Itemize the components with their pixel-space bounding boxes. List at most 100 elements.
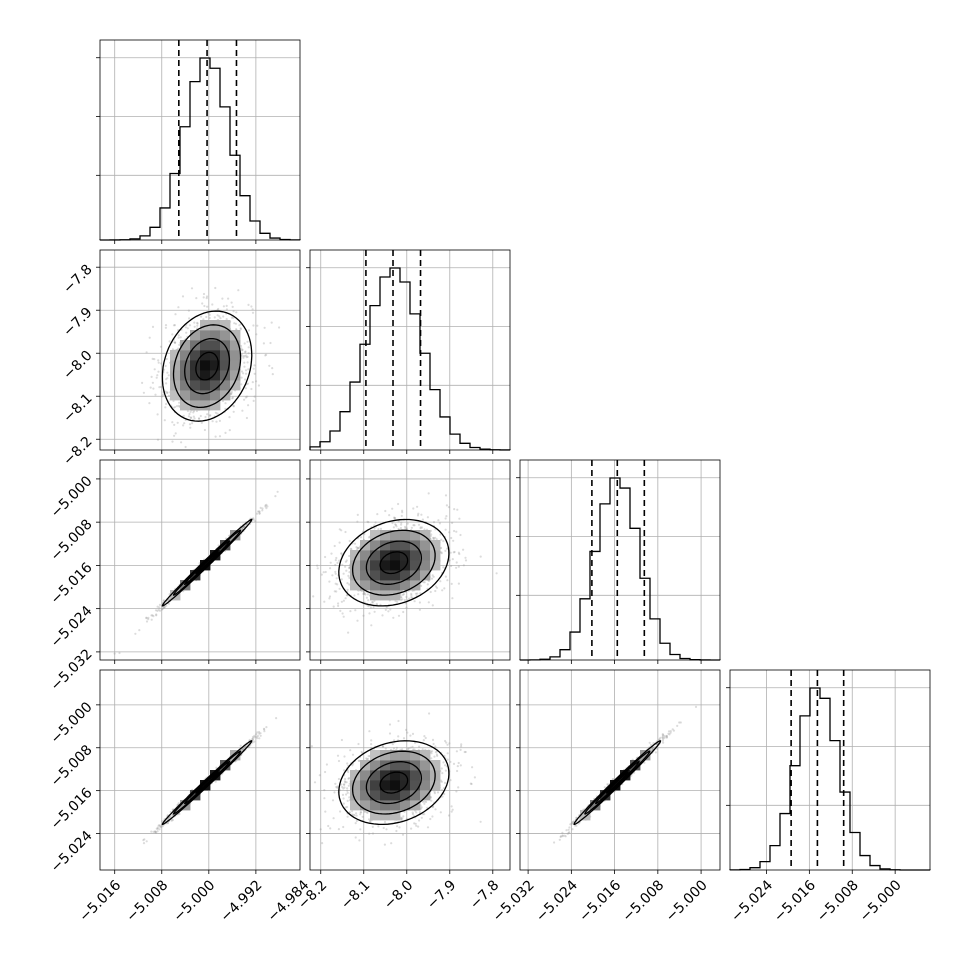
sample-point bbox=[160, 395, 163, 398]
sample-point bbox=[347, 631, 350, 634]
sample-point bbox=[399, 526, 402, 530]
density-cell bbox=[400, 580, 411, 591]
sample-point bbox=[271, 367, 274, 370]
sample-point bbox=[341, 793, 345, 797]
sample-point bbox=[342, 615, 345, 618]
sample-point bbox=[256, 737, 259, 740]
density-cell bbox=[420, 570, 431, 581]
sample-point bbox=[186, 327, 189, 330]
density-cell bbox=[200, 380, 211, 391]
sample-point bbox=[255, 735, 258, 738]
sample-point bbox=[211, 420, 214, 423]
contour-3-0-0 bbox=[194, 771, 220, 794]
sample-point bbox=[171, 333, 174, 336]
sample-point bbox=[145, 616, 148, 619]
scatter-panel-2-0 bbox=[96, 459, 301, 664]
sample-point bbox=[393, 517, 396, 520]
sample-point bbox=[323, 797, 326, 800]
sample-point bbox=[434, 536, 437, 539]
sample-point bbox=[313, 781, 317, 784]
sample-point bbox=[391, 743, 394, 746]
density-cells bbox=[350, 530, 441, 601]
sample-point bbox=[391, 507, 394, 510]
sample-point bbox=[410, 594, 413, 597]
sample-point bbox=[360, 750, 363, 754]
sample-point bbox=[193, 321, 196, 324]
sample-point bbox=[165, 604, 168, 607]
sample-point bbox=[182, 414, 185, 417]
sample-point bbox=[242, 525, 245, 529]
sample-point bbox=[379, 527, 383, 531]
sample-point bbox=[421, 526, 424, 529]
sample-point bbox=[417, 523, 421, 526]
contour-1-0-3 bbox=[161, 310, 253, 422]
contour-1-0-1 bbox=[184, 337, 231, 395]
sample-point bbox=[231, 396, 234, 399]
sample-point bbox=[214, 286, 217, 290]
sample-point bbox=[177, 334, 180, 337]
sample-point bbox=[244, 745, 247, 748]
sample-point bbox=[255, 333, 258, 336]
sample-point bbox=[350, 548, 353, 551]
sample-point bbox=[191, 422, 194, 425]
sample-point bbox=[202, 296, 205, 299]
sample-point bbox=[262, 342, 265, 345]
sample-point bbox=[264, 505, 267, 508]
sample-point bbox=[157, 824, 160, 827]
sample-point bbox=[446, 547, 449, 550]
density-cell bbox=[390, 530, 401, 541]
sample-point bbox=[184, 445, 187, 449]
sample-point bbox=[246, 361, 249, 364]
sample-point bbox=[345, 559, 348, 562]
density-cell bbox=[180, 390, 191, 401]
sample-point bbox=[387, 610, 390, 613]
sample-point bbox=[205, 297, 208, 300]
sample-point bbox=[340, 578, 343, 581]
sample-point bbox=[348, 567, 351, 570]
sample-point bbox=[158, 824, 161, 827]
density-cell bbox=[230, 330, 241, 341]
density-cell bbox=[360, 560, 371, 571]
density-cell bbox=[370, 570, 381, 581]
sample-point bbox=[337, 759, 341, 763]
sample-point bbox=[218, 435, 222, 438]
sample-point bbox=[254, 520, 257, 523]
sample-point bbox=[142, 391, 145, 394]
sample-point bbox=[403, 598, 406, 602]
sample-point bbox=[451, 558, 454, 561]
sample-point bbox=[435, 586, 439, 590]
sample-point bbox=[323, 600, 326, 603]
density-cell bbox=[380, 540, 391, 551]
sample-point bbox=[208, 414, 211, 417]
sample-point bbox=[222, 315, 225, 318]
sample-point bbox=[366, 520, 369, 523]
sample-point bbox=[161, 825, 164, 828]
sample-point bbox=[320, 573, 323, 576]
density-cell bbox=[210, 340, 221, 351]
density-cell bbox=[200, 400, 211, 411]
density-cell bbox=[190, 330, 201, 341]
sample-point bbox=[404, 602, 407, 605]
sample-point bbox=[356, 520, 359, 523]
sample-point bbox=[195, 297, 198, 300]
sample-point bbox=[247, 329, 251, 332]
sample-point bbox=[182, 424, 185, 427]
sample-point bbox=[455, 530, 458, 533]
sample-point bbox=[255, 380, 258, 383]
sample-point bbox=[345, 594, 348, 597]
sample-point bbox=[371, 600, 374, 604]
sample-point bbox=[156, 609, 159, 613]
sample-point bbox=[450, 564, 453, 568]
sample-point bbox=[179, 336, 182, 339]
density-cell bbox=[400, 530, 411, 541]
histogram-panel-1 bbox=[306, 249, 511, 454]
sample-point bbox=[245, 356, 248, 359]
sample-point bbox=[252, 518, 255, 521]
sample-point bbox=[243, 342, 246, 345]
sample-point bbox=[239, 327, 242, 330]
sample-point bbox=[252, 367, 255, 370]
histogram-3 bbox=[729, 687, 930, 871]
sample-point bbox=[353, 542, 357, 545]
density-cell bbox=[170, 590, 181, 601]
sample-point bbox=[177, 306, 180, 309]
